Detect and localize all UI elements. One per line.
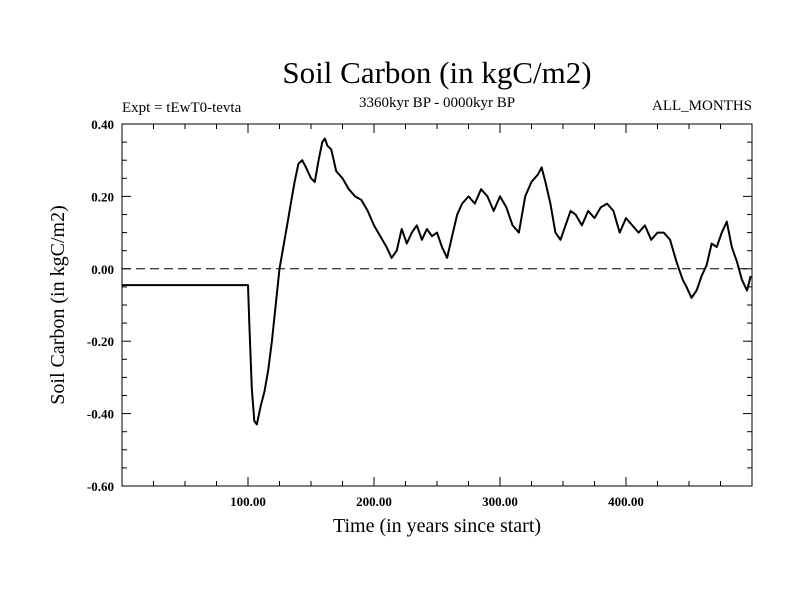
experiment-label: Expt = tEwT0-tevta — [122, 100, 242, 116]
y-tick-label: -0.40 — [87, 407, 114, 422]
y-tick-label: 0.40 — [91, 117, 114, 132]
y-axis-label: Soil Carbon (in kgC/m2) — [47, 205, 69, 404]
x-tick-label: 400.00 — [608, 494, 644, 509]
x-tick-label: 300.00 — [482, 494, 518, 509]
chart-title: Soil Carbon (in kgC/m2) — [282, 55, 591, 90]
x-tick-label: 100.00 — [230, 494, 266, 509]
y-tick-label: -0.20 — [87, 334, 114, 349]
soil-carbon-series-line — [122, 137, 752, 426]
chart-subtitle: 3360kyr BP - 0000kyr BP — [359, 95, 515, 111]
y-tick-label: 0.20 — [91, 189, 114, 204]
x-axis-label: Time (in years since start) — [333, 515, 541, 537]
x-tick-label: 200.00 — [356, 494, 392, 509]
plot-frame — [121, 123, 753, 487]
y-tick-label: -0.60 — [87, 479, 114, 494]
y-tick-label: 0.00 — [91, 262, 114, 277]
months-label: ALL_MONTHS — [652, 98, 752, 114]
